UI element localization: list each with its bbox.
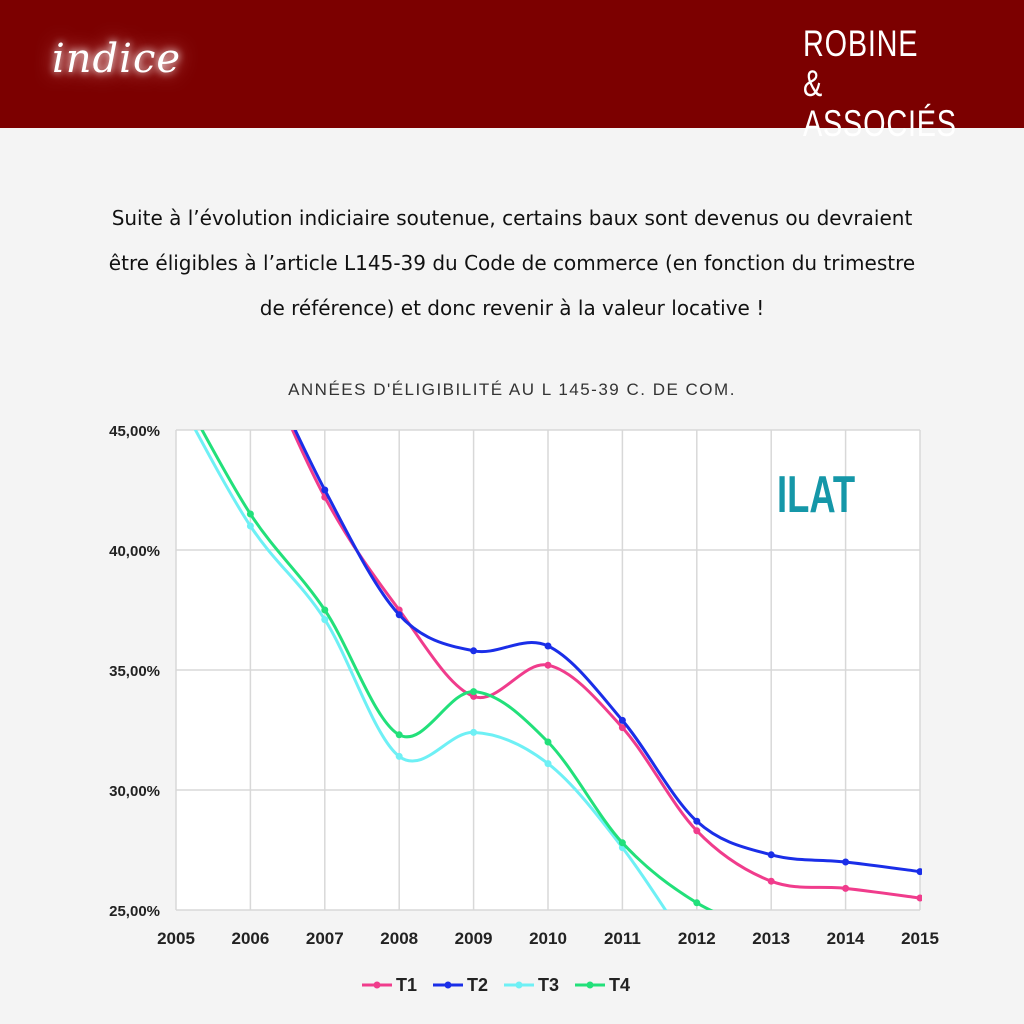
data-point-t2 [395,611,403,619]
data-point-t2 [916,868,922,876]
data-point-t3 [544,760,552,768]
data-point-t4 [470,688,478,696]
x-tick-label: 2010 [529,929,567,948]
intro-line: Suite à l’évolution indiciaire soutenue,… [111,206,913,230]
series-line-t2 [293,430,921,874]
data-point-t1 [693,827,701,835]
x-tick-label: 2014 [827,929,865,948]
data-point-t3 [395,752,403,760]
data-point-t2 [544,642,552,650]
legend-marker-t1 [373,981,381,989]
y-tick-label: 35,00% [109,663,160,680]
brand-logo: ROBINE & ASSOCIÉS [803,24,975,144]
legend-label-t2: T2 [467,975,488,995]
x-tick-label: 2013 [752,929,790,948]
data-point-t4 [246,510,254,518]
intro-text: Suite à l’évolution indiciaire soutenue,… [40,196,984,331]
y-tick-label: 30,00% [109,783,160,800]
x-tick-label: 2009 [455,929,493,948]
data-point-t3 [173,391,180,398]
data-point-t4 [395,731,403,739]
data-point-t2 [767,851,775,859]
series-line-t4 [200,430,714,910]
data-point-t1 [618,724,626,732]
brand-line1: ROBINE [803,23,919,64]
y-tick-label: 25,00% [109,903,160,920]
x-tick-label: 2012 [678,929,716,948]
intro-line: de référence) et donc revenir à la valeu… [259,296,765,320]
data-point-t2 [247,331,254,338]
chart-title: ANNÉES D'ÉLIGIBILITÉ AU L 145-39 C. DE C… [288,380,736,399]
header-banner: indice ROBINE & ASSOCIÉS [0,0,1024,144]
data-point-t2 [618,716,626,724]
data-point-t2 [470,647,478,655]
x-tick-label: 2005 [157,929,195,948]
y-tick-label: 40,00% [109,543,160,560]
legend-marker-t3 [515,981,523,989]
x-tick-label: 2015 [901,929,939,948]
intro-line: être éligibles à l’article L145-39 du Co… [108,251,916,275]
legend-label-t4: T4 [609,975,630,995]
y-tick-label: 45,00% [109,423,160,440]
data-point-t4 [173,379,180,386]
data-point-t1 [767,877,775,885]
series-line-t1 [290,430,921,900]
legend-marker-t4 [586,981,594,989]
data-point-t3 [693,955,700,962]
legend-label-t3: T3 [538,975,559,995]
data-point-t1 [544,661,552,669]
data-point-t1 [247,331,254,338]
data-point-t2 [842,858,850,866]
legend-label-t1: T1 [396,975,417,995]
legend-marker-t2 [444,981,452,989]
ilat-annotation: ILAT [777,466,856,524]
data-point-t1 [470,692,478,700]
indice-logo: indice [52,36,182,82]
x-tick-label: 2007 [306,929,344,948]
data-point-t3 [470,728,478,736]
data-point-t1 [916,894,922,902]
brand-line2: & ASSOCIÉS [803,63,957,144]
x-tick-label: 2008 [380,929,418,948]
data-point-t4 [321,606,329,614]
data-point-t4 [618,839,626,847]
data-point-t3 [246,522,254,530]
data-point-t4 [544,738,552,746]
data-point-t4 [693,899,701,907]
data-point-t2 [693,817,701,825]
data-point-t1 [842,884,850,892]
x-tick-label: 2011 [604,929,641,948]
data-point-t3 [321,616,329,624]
data-point-t2 [321,486,329,494]
x-tick-label: 2006 [231,929,269,948]
